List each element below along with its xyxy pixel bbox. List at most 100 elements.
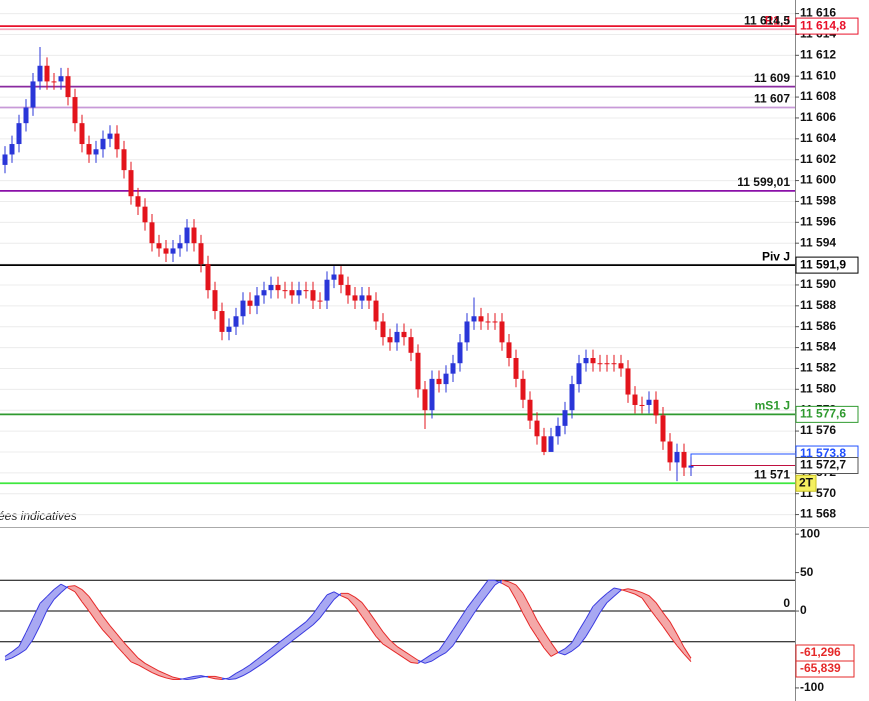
osc-fast-segment	[452, 618, 461, 630]
osc-slow-segment	[459, 623, 468, 636]
osc-fast-segment	[32, 603, 41, 619]
osc-fast-segment	[361, 616, 370, 627]
osc-slow-segment	[599, 602, 608, 613]
osc-fast-segment	[291, 626, 300, 633]
osc-fast-segment	[424, 653, 433, 660]
osc-slow-segment	[655, 602, 664, 613]
osc-slow-segment	[564, 650, 573, 656]
osc-fill	[579, 618, 586, 646]
candle-body	[541, 436, 547, 452]
osc-slow-segment	[249, 666, 258, 673]
level-name: mS1 J	[755, 399, 790, 413]
osc-fast-segment	[375, 636, 384, 645]
osc-fast-segment	[109, 637, 118, 647]
osc-slow-segment	[221, 677, 230, 680]
osc-slow-segment	[487, 584, 496, 595]
osc-slow-segment	[473, 603, 482, 614]
candle-body	[387, 337, 393, 343]
osc-slow-segment	[620, 588, 629, 591]
candle-body	[142, 206, 148, 223]
osc-fill	[544, 631, 551, 657]
osc-fast-segment	[396, 652, 405, 659]
candle-body	[219, 311, 225, 332]
y-tick-label: 11 606	[800, 110, 836, 124]
candle-body	[100, 138, 106, 150]
candle-body	[513, 358, 519, 379]
osc-fast-segment	[53, 583, 62, 590]
osc-fast-segment	[81, 601, 90, 612]
osc-fast-segment	[431, 649, 440, 655]
osc-slow-segment	[39, 610, 48, 626]
osc-slow-segment	[466, 613, 475, 625]
osc-fast-segment	[25, 617, 34, 633]
osc-slow-segment	[263, 656, 272, 663]
osc-fast-segment	[613, 587, 622, 590]
osc-slow-segment	[158, 670, 167, 675]
osc-fast-segment	[102, 629, 111, 639]
osc-fill	[299, 621, 306, 636]
osc-fill	[138, 657, 145, 669]
osc-slow-segment	[137, 657, 146, 664]
osc-slow-segment	[277, 646, 286, 653]
osc-fill	[145, 663, 152, 673]
candle-body	[240, 300, 246, 317]
y-tick-label: 11 586	[800, 319, 836, 333]
osc-fill	[124, 642, 131, 662]
osc-fill	[551, 642, 558, 657]
osc-slow-segment	[179, 678, 188, 680]
note: ées indicatives	[0, 509, 77, 523]
osc-tick-label: 0	[800, 603, 807, 617]
osc-fast-segment	[473, 589, 482, 600]
candle-body	[226, 326, 232, 332]
price-tag-label: 11 591,9	[800, 257, 846, 271]
osc-fast-segment	[347, 598, 356, 607]
osc-slow-segment	[676, 633, 685, 648]
candle-body	[632, 394, 638, 405]
osc-fill	[89, 596, 96, 622]
osc-fast-segment	[144, 668, 153, 673]
osc-fill	[355, 597, 362, 617]
osc-slow-segment	[193, 676, 202, 680]
level-label: 11 607	[754, 92, 790, 106]
osc-fill	[40, 596, 47, 626]
osc-fast-segment	[368, 626, 377, 637]
osc-fill	[509, 581, 516, 600]
osc-fast-segment	[459, 607, 468, 620]
candle-body	[576, 363, 582, 385]
osc-fast-segment	[522, 613, 531, 627]
candle-body	[527, 399, 533, 421]
candle-body	[534, 420, 540, 437]
candle-body	[422, 389, 428, 411]
osc-fill	[642, 592, 649, 608]
candle-body	[359, 295, 365, 301]
osc-fast-segment	[550, 652, 559, 657]
candle-body	[667, 441, 673, 463]
osc-slow-segment	[683, 646, 692, 659]
candle-body	[520, 378, 526, 400]
osc-fast-segment	[39, 596, 48, 604]
osc-fill	[96, 606, 103, 631]
osc-fast-segment	[130, 661, 139, 666]
osc-slow-segment	[669, 621, 678, 635]
osc-fast-segment	[508, 586, 517, 600]
osc-fill	[103, 616, 110, 638]
candle-body	[457, 342, 463, 364]
osc-fast-segment	[438, 639, 447, 651]
osc-fast-segment	[270, 642, 279, 650]
candle-body	[114, 133, 120, 150]
candle-body	[128, 170, 134, 197]
osc-slow-segment	[368, 611, 377, 623]
osc-fast-segment	[193, 675, 202, 677]
osc-slow-segment	[172, 676, 181, 680]
osc-slow-segment	[123, 642, 132, 651]
candle-body	[156, 243, 162, 249]
osc-slow-segment	[25, 639, 34, 650]
candle-body	[324, 279, 330, 301]
y-tick-label: 11 576	[800, 423, 836, 437]
candle-body	[464, 321, 470, 343]
candle-body	[429, 378, 435, 411]
osc-fast-segment	[74, 591, 83, 603]
candle-body	[107, 133, 113, 139]
osc-fast-segment	[256, 653, 265, 660]
candle-body	[401, 331, 407, 338]
